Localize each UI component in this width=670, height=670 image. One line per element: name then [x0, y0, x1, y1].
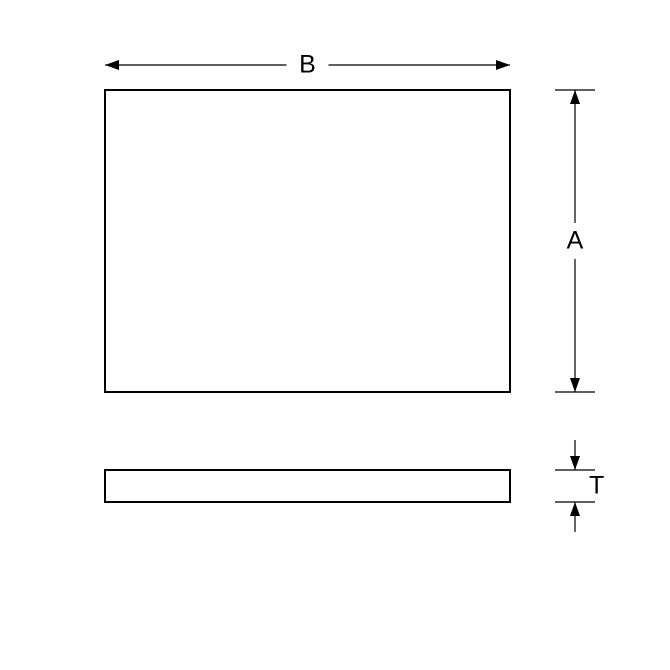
dimension-b-label: B — [299, 51, 316, 79]
dimension-b: B — [105, 51, 510, 79]
dimension-t-label: T — [589, 472, 604, 500]
dimension-t: T — [555, 440, 604, 532]
dimension-a-label: A — [567, 227, 584, 255]
plate-side-view — [105, 470, 510, 502]
dimension-a: A — [555, 90, 595, 392]
plate-top-view — [105, 90, 510, 392]
